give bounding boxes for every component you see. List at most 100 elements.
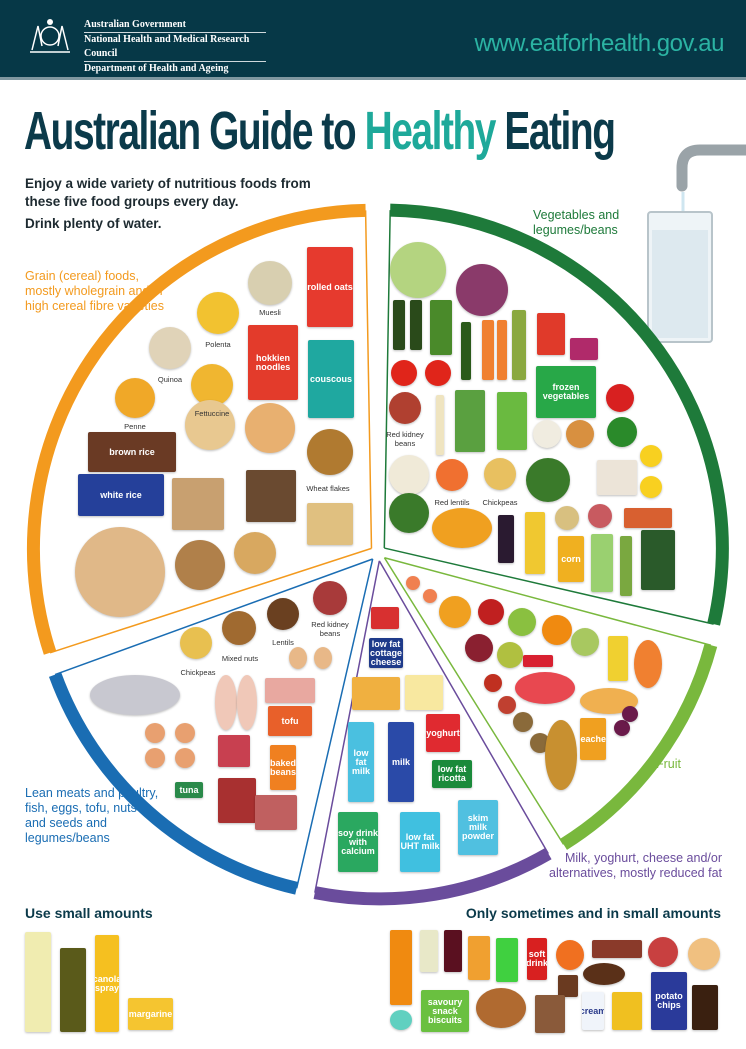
- fruit-slice-arc: [560, 643, 718, 850]
- grain-slice-edge: [49, 210, 373, 654]
- soy-drink-carton: soy drink with calcium: [338, 812, 378, 872]
- chocolate: [558, 975, 578, 997]
- chickpeas-bowl: [180, 627, 212, 659]
- only-sometimes-heading: Only sometimes and in small amounts: [465, 905, 721, 921]
- pear: [497, 642, 523, 668]
- brussels-sprouts: [620, 536, 632, 596]
- food-caption: Mixed nuts: [221, 654, 259, 663]
- potato-chips-bag: potato chips: [651, 972, 687, 1030]
- pumpkin: [432, 508, 492, 548]
- savoury-snack-biscuits-box: savoury snack biscuits: [421, 990, 469, 1032]
- lollies: [556, 940, 584, 970]
- fettuccine-bowl: [191, 364, 233, 406]
- fish: [90, 675, 180, 715]
- food-caption: Lentils: [272, 638, 294, 647]
- penne-bowl: [115, 378, 155, 418]
- intro-water: Drink plenty of water.: [25, 216, 162, 231]
- watermelon: [515, 672, 575, 704]
- chicken-breast: [237, 675, 257, 730]
- intro-text: Enjoy a wide variety of nutritious foods…: [25, 175, 315, 233]
- protein-group-label: Lean meats and poultry, fish, eggs, tofu…: [25, 786, 159, 845]
- tofu-pack: tofu: [268, 706, 312, 736]
- grain-slice-arc: [26, 203, 366, 655]
- white-rice-pack: white rice: [78, 474, 164, 516]
- use-small-amounts-heading: Use small amounts: [25, 905, 153, 921]
- vegetables-slice: [383, 203, 729, 626]
- cauliflower: [389, 455, 429, 495]
- lamb-cutlets: [255, 795, 297, 830]
- beer-glass: [468, 936, 490, 980]
- food-caption: Chickpeas: [482, 498, 518, 507]
- food-caption: Chickpeas: [180, 668, 216, 677]
- apple: [484, 674, 502, 692]
- sports-drink-bottle: [390, 930, 412, 1005]
- website-link[interactable]: www.eatforhealth.gov.au: [474, 30, 724, 57]
- gov-line: Department of Health and Ageing: [84, 63, 229, 74]
- food-caption: Penne: [124, 422, 146, 431]
- corn-can: corn: [558, 536, 584, 582]
- papaya: [634, 640, 662, 688]
- page-title: Australian Guide to Healthy Eating: [24, 100, 616, 162]
- red-lentils-bowl: [436, 459, 468, 491]
- muesli-bars: [535, 995, 565, 1033]
- english-muffins: [245, 403, 295, 453]
- pita-bread: [75, 527, 165, 617]
- prawn: [175, 723, 195, 743]
- package-label: yoghurt: [426, 727, 460, 738]
- milk-carton: milk: [388, 722, 414, 802]
- green-grapes: [571, 628, 599, 656]
- brown-onion: [566, 420, 594, 448]
- green-beans: [430, 300, 452, 355]
- package-label: peaches: [580, 733, 606, 744]
- asparagus: [512, 310, 526, 380]
- steak: [218, 778, 256, 823]
- quinoa-bowl: [149, 327, 191, 369]
- silverbeet: [641, 530, 675, 590]
- grain-group-label: Grain (cereal) foods, mostly wholegrain …: [25, 269, 164, 313]
- jam-biscuit: [688, 938, 720, 970]
- title-part: Eating: [494, 101, 616, 161]
- egg: [289, 647, 307, 669]
- rye-bread: [246, 470, 296, 522]
- red-capsicum: [606, 384, 634, 412]
- peach: [406, 576, 420, 590]
- polenta-bowl: [197, 292, 239, 334]
- government-text: Australian Government National Health an…: [84, 18, 266, 76]
- red-apple: [478, 599, 504, 625]
- olive-oil-bottle: [60, 948, 86, 1032]
- egg: [314, 647, 332, 669]
- protein-slice-edge: [54, 558, 374, 889]
- package-label: brown rice: [109, 446, 155, 457]
- corn-cob: [525, 512, 545, 574]
- food-caption: Wheat flakes: [306, 484, 350, 493]
- yellow-squash: [640, 445, 662, 467]
- vegetable-oil-bottle: [25, 932, 51, 1032]
- food-caption: Polenta: [205, 340, 231, 349]
- red-cabbage: [456, 264, 508, 316]
- prawn: [145, 748, 165, 768]
- orange: [542, 615, 572, 645]
- wholegrain-bread: [172, 478, 224, 530]
- green-drink-glass: [496, 938, 518, 982]
- tomato-can: [537, 313, 565, 355]
- low-fat-milk-carton: low fat milk: [348, 722, 374, 802]
- package-label: white rice: [100, 489, 142, 500]
- cheese-block: [352, 677, 400, 710]
- fruit-group-label: Fruit: [656, 757, 681, 771]
- fries: [612, 992, 642, 1030]
- peaches-can: peaches: [580, 718, 606, 760]
- package-label: skim milk powder: [461, 813, 494, 841]
- cupcake: [390, 1010, 412, 1030]
- mixed-nuts-bowl: [222, 611, 256, 645]
- package-label: cream: [582, 1005, 604, 1016]
- protein-slice-arc: [48, 672, 299, 895]
- wheat-flakes-bowl: [307, 429, 353, 475]
- package-label: canola spray: [95, 973, 119, 993]
- beetroot-can: [570, 338, 598, 360]
- package-label: tofu: [281, 715, 299, 726]
- grain-slice: [26, 203, 373, 655]
- green-capsicum: [607, 417, 637, 447]
- water-glass-icon: [647, 211, 713, 343]
- hokkien-noodles-pack: hokkien noodles: [248, 325, 298, 400]
